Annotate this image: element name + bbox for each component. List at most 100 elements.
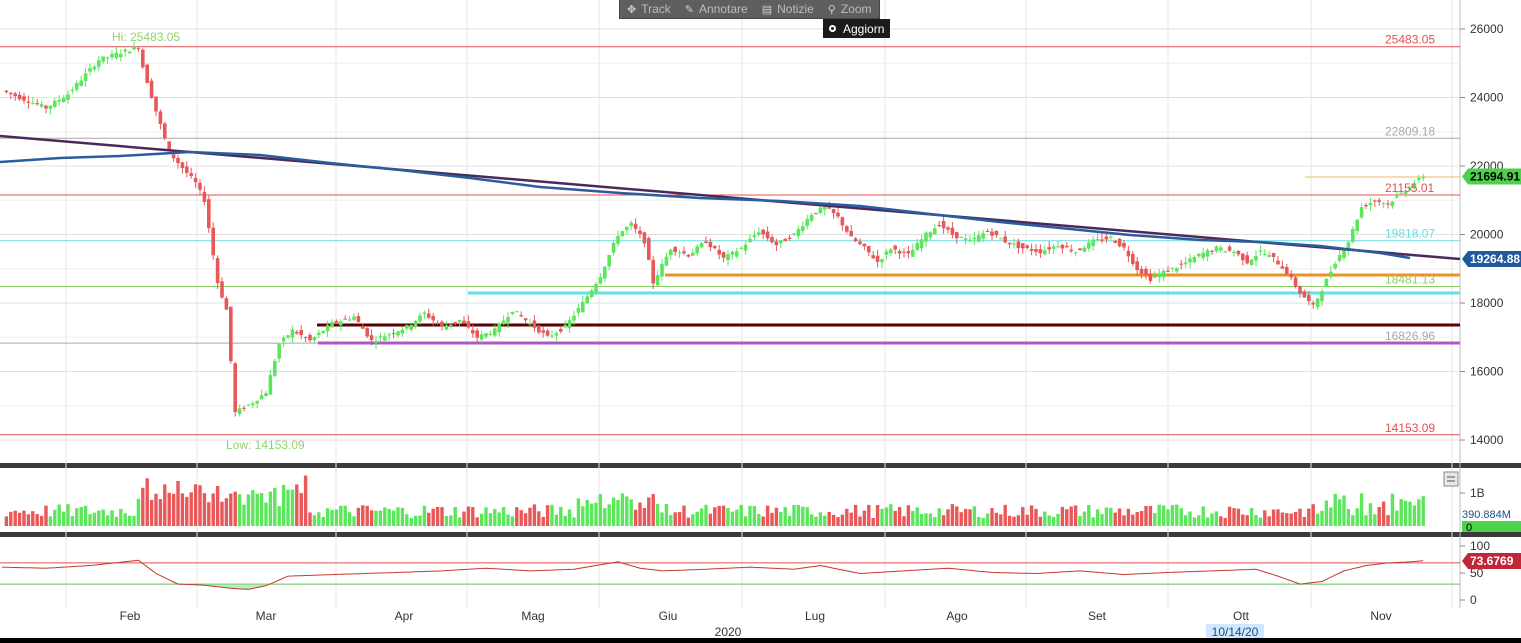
candle-body — [149, 80, 154, 99]
volume-bar — [972, 506, 977, 526]
candle-body — [264, 393, 268, 397]
candle-body — [880, 259, 884, 263]
volume-bar — [1065, 509, 1069, 526]
candle-body — [457, 319, 462, 323]
candle-body — [1320, 291, 1324, 302]
volume-bar — [440, 507, 444, 526]
rsi-tick-label: 100 — [1470, 539, 1490, 553]
month-label: Feb — [120, 609, 141, 623]
candle-body — [1417, 177, 1421, 180]
candle-body — [440, 321, 444, 327]
candle-body — [1038, 249, 1043, 254]
volume-bar — [946, 509, 950, 526]
candle-body — [211, 227, 215, 256]
volume-bar — [840, 514, 845, 526]
candle-body — [422, 312, 427, 315]
annotate-button[interactable]: ✎ Annotare — [678, 2, 755, 16]
volume-bar — [286, 489, 290, 526]
volume-bar — [39, 515, 44, 526]
news-button[interactable]: ▤ Notizie — [755, 2, 821, 16]
candle-body — [677, 252, 682, 254]
volume-bar — [774, 507, 779, 526]
volume-bar — [1034, 508, 1038, 526]
candle-body — [726, 254, 730, 261]
refresh-button[interactable]: Aggiorn — [823, 19, 891, 38]
candle-body — [1307, 294, 1311, 302]
candle-body — [990, 231, 994, 236]
volume-bar — [519, 510, 523, 526]
volume-bar — [422, 505, 427, 526]
candle-body — [444, 325, 449, 330]
volume-bar — [506, 514, 510, 526]
volume-bar — [1223, 517, 1227, 526]
pencil-icon: ✎ — [684, 3, 694, 16]
volume-bar — [1421, 496, 1425, 526]
candle-body — [1315, 298, 1320, 307]
candle-body — [1003, 236, 1007, 243]
candle-body — [1263, 253, 1267, 255]
candle-body — [515, 311, 519, 313]
volume-bar — [1258, 517, 1263, 526]
candle-body — [1210, 250, 1214, 252]
candle-body — [576, 307, 581, 313]
volume-bar — [26, 514, 31, 526]
volume-bar — [541, 516, 545, 526]
candle-body — [532, 320, 537, 328]
moving-average-tag — [1462, 251, 1521, 267]
volume-bar — [884, 507, 889, 526]
candle-body — [365, 327, 369, 337]
volume-bar — [911, 510, 915, 526]
volume-bar — [831, 514, 836, 526]
candle-body — [594, 283, 598, 292]
candle-body — [1139, 268, 1144, 274]
candle-body — [1153, 276, 1157, 278]
volume-bar — [629, 499, 633, 526]
volume-bar — [576, 498, 581, 526]
volume-bar — [875, 505, 880, 526]
volume-bar — [809, 514, 814, 526]
zoom-button[interactable]: ⚲ Zoom — [821, 2, 879, 16]
candle-body — [70, 89, 75, 91]
volume-bar — [677, 512, 682, 526]
volume-bar — [176, 480, 180, 526]
candle-body — [867, 245, 871, 253]
volume-bar — [1254, 515, 1258, 526]
volume-bar — [528, 507, 532, 526]
volume-bar — [937, 508, 941, 526]
rsi-value-tag — [1462, 552, 1521, 569]
candle-body — [1117, 238, 1122, 247]
volume-bar — [867, 504, 871, 526]
candle-body — [691, 252, 695, 256]
candle-body — [1043, 250, 1047, 255]
track-button[interactable]: ✥ Track — [620, 2, 678, 16]
volume-bar — [180, 493, 185, 526]
volume-bar — [515, 507, 519, 526]
candle-body — [968, 239, 972, 241]
volume-bar — [1293, 511, 1298, 526]
volume-tick-label: 1B — [1470, 486, 1485, 500]
volume-bar — [57, 504, 61, 526]
candle-body — [1078, 248, 1082, 250]
volume-bar — [862, 510, 867, 526]
candle-body — [950, 227, 955, 235]
candle-body — [475, 330, 479, 338]
candle-body — [1403, 191, 1408, 194]
candle-body — [620, 231, 625, 237]
volume-bar — [1197, 515, 1201, 526]
candle-body — [1126, 250, 1131, 257]
volume-bar — [105, 515, 110, 526]
volume-bar — [1078, 515, 1082, 526]
volume-bar — [1219, 516, 1223, 526]
volume-bar — [321, 517, 325, 526]
volume-bar — [1104, 507, 1109, 526]
candle-body — [1087, 242, 1091, 249]
candle-body — [1342, 250, 1346, 259]
volume-bar — [933, 517, 937, 526]
volume-bar — [748, 505, 752, 526]
candle-body — [132, 46, 136, 50]
candle-body — [409, 325, 413, 330]
volume-bar — [1359, 493, 1364, 526]
volume-bar — [889, 504, 893, 526]
candle-body — [31, 102, 35, 104]
